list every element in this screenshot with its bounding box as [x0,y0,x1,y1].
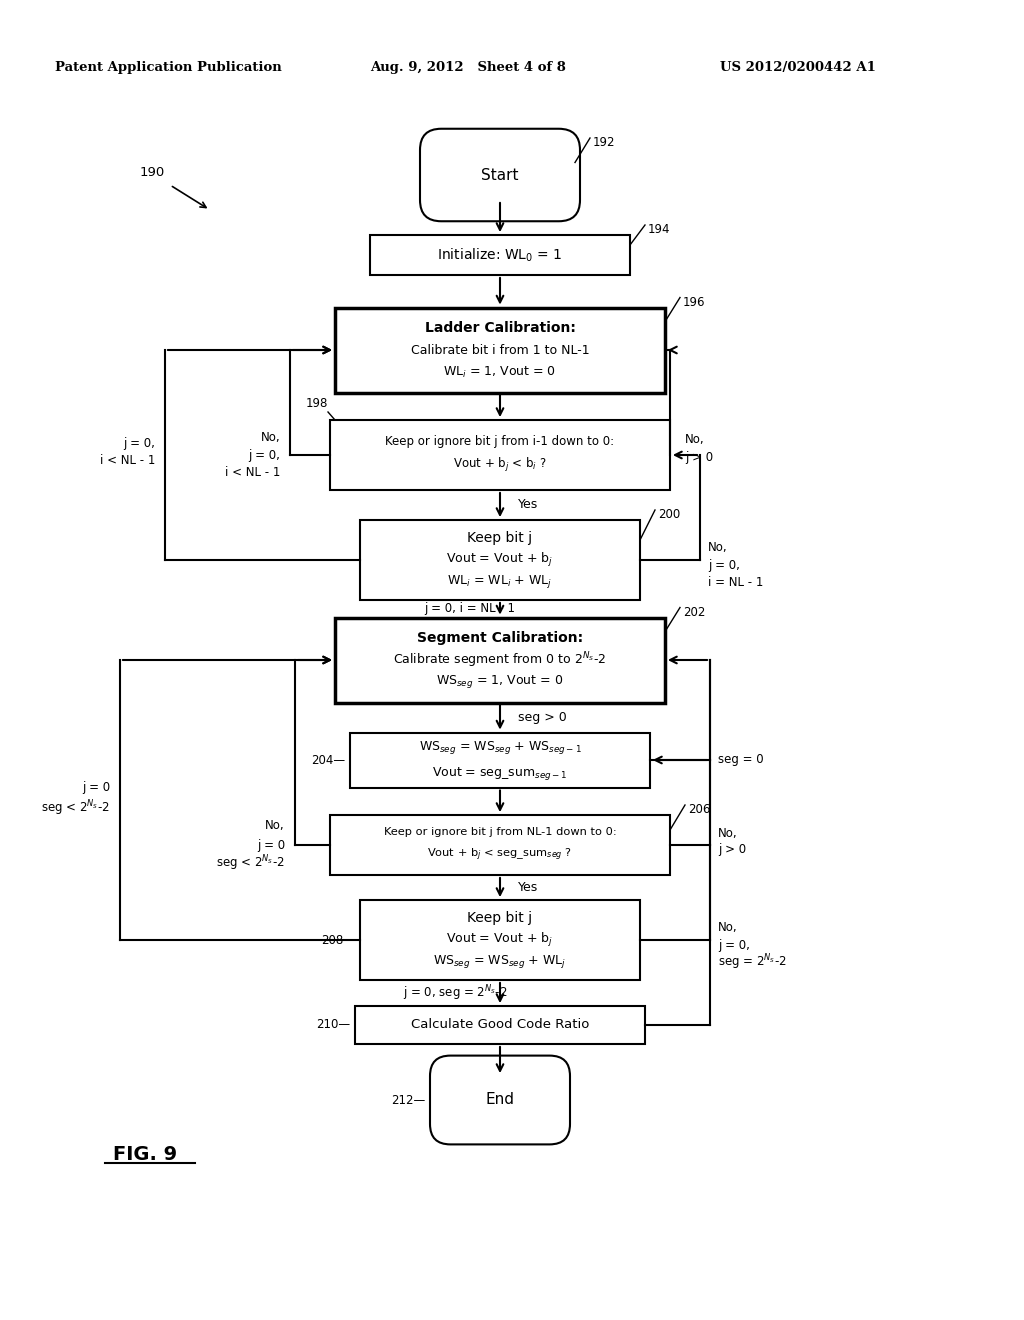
Text: 210—: 210— [315,1019,350,1031]
Text: seg = 2$^{N_S}$-2: seg = 2$^{N_S}$-2 [718,952,786,972]
Bar [355,1006,645,1044]
Text: seg > 0: seg > 0 [518,711,566,723]
Text: Keep or ignore bit j from i-1 down to 0:: Keep or ignore bit j from i-1 down to 0: [385,434,614,447]
Text: WS$_{seg}$ = WS$_{seg}$ + WL$_j$: WS$_{seg}$ = WS$_{seg}$ + WL$_j$ [433,953,566,970]
Text: FIG. 9: FIG. 9 [113,1146,177,1164]
Bar [370,235,630,275]
Text: 202: 202 [683,606,706,619]
Bar [360,900,640,979]
Text: seg < 2$^{N_S}$-2: seg < 2$^{N_S}$-2 [216,853,285,873]
Text: Vout = Vout + b$_j$: Vout = Vout + b$_j$ [446,550,554,569]
Bar [350,733,650,788]
Text: Patent Application Publication: Patent Application Publication [55,62,282,74]
Text: j = 0: j = 0 [82,781,110,795]
Bar [335,308,665,392]
Text: US 2012/0200442 A1: US 2012/0200442 A1 [720,62,876,74]
Text: i = NL - 1: i = NL - 1 [708,576,763,589]
Text: Keep bit j: Keep bit j [467,531,532,545]
Text: Calibrate bit i from 1 to NL-1: Calibrate bit i from 1 to NL-1 [411,343,590,356]
Text: seg < 2$^{N_S}$-2: seg < 2$^{N_S}$-2 [41,799,110,818]
Text: WS$_{seg}$ = WS$_{seg}$ + WS$_{seg-1}$: WS$_{seg}$ = WS$_{seg}$ + WS$_{seg-1}$ [419,738,582,755]
Text: No,: No, [718,826,737,840]
Text: 196: 196 [683,296,706,309]
Text: Initialize: WL$_0$ = 1: Initialize: WL$_0$ = 1 [437,247,563,264]
Text: No,: No, [708,541,728,554]
Bar [360,520,640,601]
Text: j = 0,: j = 0, [708,558,740,572]
Text: No,: No, [265,818,285,832]
Text: j > 0: j > 0 [718,843,746,857]
Text: WL$_i$ = 1, Vout = 0: WL$_i$ = 1, Vout = 0 [443,364,557,380]
Text: 206: 206 [688,803,711,816]
FancyBboxPatch shape [430,1056,570,1144]
Text: j = 0, i = NL - 1: j = 0, i = NL - 1 [425,602,515,615]
Text: Keep bit j: Keep bit j [467,911,532,925]
Text: Yes: Yes [518,499,539,511]
Bar [330,814,670,875]
Text: Vout + b$_j$ < b$_i$ ?: Vout + b$_j$ < b$_i$ ? [454,455,547,474]
Text: Start: Start [481,168,519,182]
Text: j = 0,: j = 0, [718,939,750,952]
Text: 208—: 208— [321,933,355,946]
Text: j = 0,: j = 0, [248,449,280,462]
Text: No,: No, [718,921,737,935]
Text: i < NL - 1: i < NL - 1 [99,454,155,466]
Text: Calculate Good Code Ratio: Calculate Good Code Ratio [411,1019,589,1031]
Text: seg = 0: seg = 0 [718,754,764,767]
Text: 190: 190 [139,166,165,180]
Bar [330,420,670,490]
Text: 194: 194 [648,223,671,236]
Text: j = 0, seg = 2$^{N_S}$-2: j = 0, seg = 2$^{N_S}$-2 [402,983,507,1003]
Text: Ladder Calibration:: Ladder Calibration: [425,321,575,335]
Bar [335,618,665,702]
Text: Keep or ignore bit j from NL-1 down to 0:: Keep or ignore bit j from NL-1 down to 0… [384,828,616,837]
FancyBboxPatch shape [420,129,580,222]
Text: j > 0: j > 0 [685,451,713,465]
Text: 198: 198 [305,397,328,411]
Text: WS$_{seg}$ = 1, Vout = 0: WS$_{seg}$ = 1, Vout = 0 [436,673,563,690]
Text: Segment Calibration:: Segment Calibration: [417,631,583,645]
Text: 192: 192 [593,136,615,149]
Text: i < NL - 1: i < NL - 1 [224,466,280,479]
Text: 200: 200 [658,508,680,521]
Text: No,: No, [685,433,705,446]
Text: End: End [485,1093,514,1107]
Text: 212—: 212— [391,1093,425,1106]
Text: Vout = seg_sum$_{seg-1}$: Vout = seg_sum$_{seg-1}$ [432,764,567,781]
Text: No,: No, [260,430,280,444]
Text: j = 0,: j = 0, [123,437,155,450]
Text: Yes: Yes [518,880,539,894]
Text: 204—: 204— [311,754,345,767]
Text: Aug. 9, 2012   Sheet 4 of 8: Aug. 9, 2012 Sheet 4 of 8 [370,62,566,74]
Text: Vout = Vout + b$_j$: Vout = Vout + b$_j$ [446,931,554,949]
Text: WL$_i$ = WL$_i$ + WL$_j$: WL$_i$ = WL$_i$ + WL$_j$ [447,573,553,590]
Text: Vout + b$_j$ < seg_sum$_{seg}$ ?: Vout + b$_j$ < seg_sum$_{seg}$ ? [427,847,572,863]
Text: Calibrate segment from 0 to 2$^{N_S}$-2: Calibrate segment from 0 to 2$^{N_S}$-2 [393,651,607,669]
Text: j = 0: j = 0 [257,838,285,851]
